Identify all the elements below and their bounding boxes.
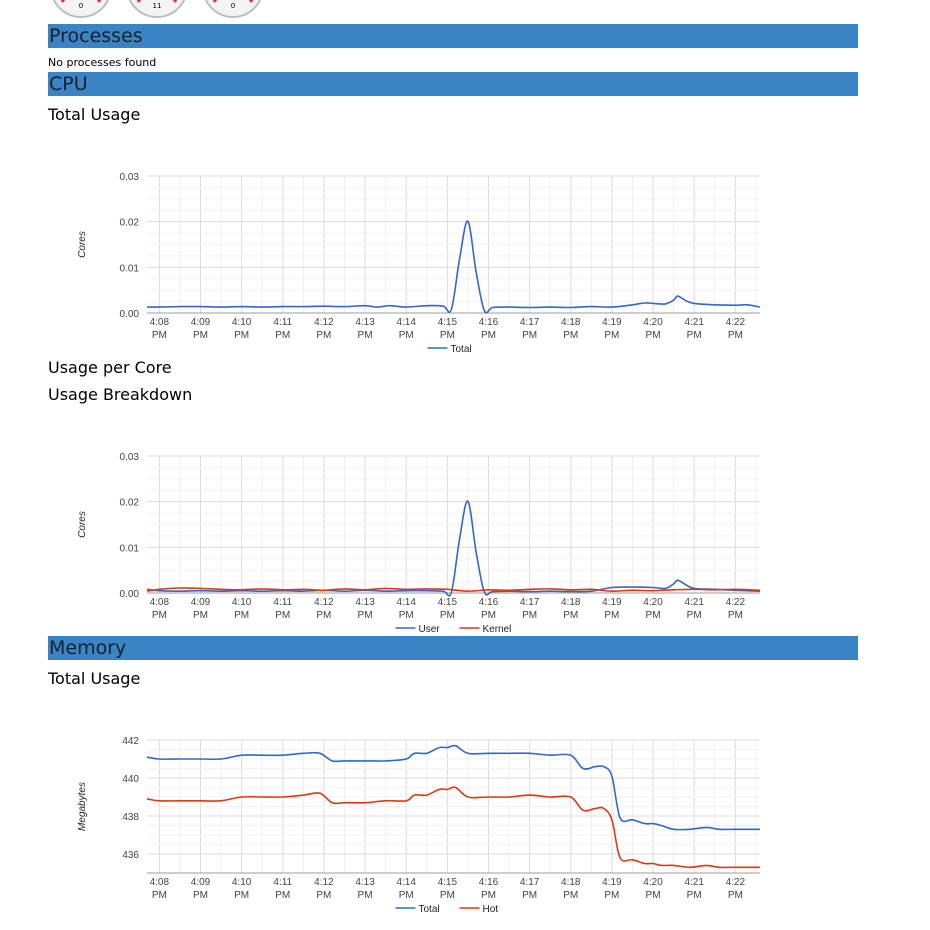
y-tick-label: 0.02: [120, 498, 140, 509]
x-tick-label: 4:12 PM: [314, 597, 334, 621]
x-tick-label: 4:13 PM: [355, 877, 375, 901]
y-tick-label: 436: [122, 850, 139, 861]
x-tick-label: 4:14 PM: [396, 877, 416, 901]
x-tick-label: 4:22 PM: [726, 597, 746, 621]
x-tick-label: 4:20 PM: [643, 597, 663, 621]
cpu-usage-per-core-heading: Usage per Core: [48, 358, 172, 377]
x-tick-label: 4:21 PM: [684, 317, 704, 341]
y-tick-label: 0.00: [120, 589, 140, 600]
y-tick-label: 0.03: [120, 452, 140, 463]
cpu-total-usage-heading: Total Usage: [48, 105, 141, 124]
series-line-total: [146, 744, 760, 831]
x-tick-label: 4:17 PM: [520, 317, 540, 341]
legend-label: Kernel: [483, 624, 512, 635]
x-tick-label: 4:08 PM: [150, 597, 170, 621]
cpu-total-usage-chart: 0.00 0.01 0.02 0.03 4:08 PM 4:09 PM 4:10 PM 4:11 PM…: [77, 172, 761, 355]
x-tick-label: 4:12 PM: [314, 877, 334, 901]
x-tick-label: 4:10 PM: [232, 877, 252, 901]
x-tick-label: 4:21 PM: [684, 877, 704, 901]
y-tick-label: 442: [122, 736, 139, 747]
legend-label: Hot: [483, 904, 499, 915]
x-tick-label: 4:17 PM: [520, 877, 540, 901]
series-line-hot: [146, 786, 760, 869]
y-tick-label: 0.00: [120, 309, 140, 320]
x-tick-label: 4:18 PM: [561, 317, 581, 341]
y-axis-label: Cores: [77, 511, 88, 538]
x-tick-label: 4:16 PM: [479, 317, 499, 341]
x-tick-label: 4:14 PM: [396, 317, 416, 341]
gauge-value: 0: [230, 2, 236, 10]
gauge-dial: 0: [202, 0, 264, 18]
y-tick-label: 0.01: [120, 543, 140, 554]
x-tick-label: 4:19 PM: [602, 597, 622, 621]
cpu-title: CPU: [49, 73, 88, 95]
processes-title: Processes: [49, 25, 143, 47]
x-tick-label: 4:09 PM: [191, 597, 211, 621]
x-tick-label: 4:12 PM: [314, 317, 334, 341]
processes-section-header[interactable]: Processes: [48, 24, 858, 48]
memory-section-header[interactable]: Memory: [48, 636, 858, 660]
gauge-row: 0 11 0: [48, 0, 288, 20]
x-tick-label: 4:08 PM: [150, 317, 170, 341]
x-tick-label: 4:13 PM: [355, 317, 375, 341]
x-tick-label: 4:16 PM: [479, 597, 499, 621]
x-tick-label: 4:22 PM: [726, 317, 746, 341]
no-processes-text: No processes found: [48, 56, 157, 69]
cpu-usage-breakdown-heading: Usage Breakdown: [48, 385, 193, 404]
series-line-kernel: [146, 587, 761, 593]
x-tick-label: 4:15 PM: [438, 317, 458, 341]
x-tick-label: 4:16 PM: [479, 877, 499, 901]
x-tick-label: 4:18 PM: [561, 877, 581, 901]
series-line-total: [146, 220, 761, 314]
y-axis-label: Megabytes: [77, 782, 88, 831]
memory-total-usage-heading: Total Usage: [48, 669, 141, 688]
x-tick-label: 4:09 PM: [191, 317, 211, 341]
x-tick-label: 4:20 PM: [643, 877, 663, 901]
x-tick-label: 4:11 PM: [273, 877, 292, 901]
x-tick-label: 4:19 PM: [602, 317, 622, 341]
gauge-value: 11: [152, 2, 162, 10]
cpu-section-header[interactable]: CPU: [48, 72, 858, 96]
y-tick-label: 438: [122, 812, 139, 823]
y-tick-label: 0.02: [120, 218, 140, 229]
x-tick-label: 4:22 PM: [726, 877, 746, 901]
x-tick-label: 4:18 PM: [561, 597, 581, 621]
x-tick-label: 4:09 PM: [191, 877, 211, 901]
memory-title: Memory: [49, 637, 127, 659]
x-tick-label: 4:10 PM: [232, 597, 252, 621]
y-tick-label: 440: [122, 774, 139, 785]
x-tick-label: 4:21 PM: [684, 597, 704, 621]
x-tick-label: 4:19 PM: [602, 877, 622, 901]
x-tick-label: 4:20 PM: [643, 317, 663, 341]
x-tick-label: 4:15 PM: [438, 597, 458, 621]
cpu-usage-breakdown-chart: 0.00 0.01 0.02 0.03 4:08 PM 4:09 PM 4:10 PM 4:11 PM…: [77, 452, 761, 635]
y-tick-label: 0.01: [120, 263, 140, 274]
legend-label: Total: [451, 344, 472, 355]
legend-label: User: [419, 624, 441, 635]
y-tick-label: 0.03: [120, 172, 140, 183]
x-tick-label: 4:17 PM: [520, 597, 540, 621]
y-axis-label: Cores: [77, 231, 88, 258]
gauge-dial: 11: [126, 0, 188, 18]
legend-label: Total: [419, 904, 440, 915]
x-tick-label: 4:11 PM: [273, 317, 292, 341]
x-tick-label: 4:14 PM: [396, 597, 416, 621]
x-tick-label: 4:13 PM: [355, 597, 375, 621]
gauge-value: 0: [78, 2, 84, 10]
x-tick-label: 4:11 PM: [273, 597, 292, 621]
series-line-user: [146, 500, 761, 597]
x-tick-label: 4:15 PM: [438, 877, 458, 901]
memory-total-usage-chart: 436 438 440 442 4:08 PM 4:09 PM 4:10 PM 4:11 PM 4:12…: [77, 736, 760, 915]
x-tick-label: 4:08 PM: [150, 877, 170, 901]
gauge-dial: 0: [50, 0, 112, 18]
x-tick-label: 4:10 PM: [232, 317, 252, 341]
